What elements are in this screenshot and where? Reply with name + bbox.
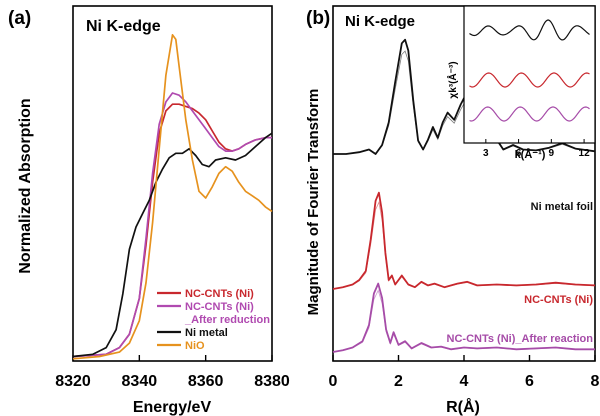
panel-a-xlabel: Energy/eV — [133, 399, 212, 416]
legend-label: NiO — [185, 340, 205, 352]
legend-entry-nc-cnts-ni: NC-CNTs (Ni) — [157, 288, 254, 300]
inset-x-tick-label: 3 — [483, 148, 489, 159]
panel-b-x-tick-label: 2 — [394, 373, 403, 390]
legend-label: NC-CNTs (Ni) — [185, 288, 254, 300]
panel-b-x-tick-label: 0 — [329, 373, 338, 390]
panel-b-ylabel: Magnitude of Fourier Transform — [305, 89, 322, 316]
panel-a-series-line-nio — [72, 34, 273, 360]
panel-b-curve-label-ni-metal-foil: Ni metal foil — [531, 201, 593, 213]
legend-entry-nc-cnts-ni-after-reduction: NC-CNTs (Ni)_After reduction — [157, 301, 270, 326]
panel-a-series — [72, 34, 273, 360]
panel-a-x-tick-label: 8360 — [188, 373, 224, 390]
inset-x-ticks: 3 6 9 12 — [483, 139, 590, 159]
panel-b-label: (b) — [306, 8, 330, 29]
panel-a-label: (a) — [8, 8, 31, 29]
panel-b-curve-labels: Ni metal foil NC-CNTs (Ni) NC-CNTs (Ni)_Af… — [447, 201, 594, 345]
inset-curve-nc-cnts-ni — [469, 72, 590, 88]
panel-b-series — [332, 38, 596, 353]
panel-b-x-ticks: 0 2 4 6 8 — [329, 355, 600, 390]
inset-ylabel: χk³(Å⁻³) — [446, 61, 459, 98]
panel-b-series-line-ni-metal-foil — [333, 38, 596, 155]
inset-x-tick-label: 9 — [549, 148, 555, 159]
panel-a-x-tick-label: 8320 — [55, 373, 91, 390]
panel-a-ylabel: Normalized Absorption — [17, 98, 34, 273]
panel-a-x-tick-label: 8340 — [122, 373, 158, 390]
panel-a-legend: NC-CNTs (Ni)NC-CNTs (Ni)_After reduction… — [157, 288, 270, 352]
inset-x-tick-label: 6 — [516, 148, 522, 159]
inset-curves — [469, 19, 590, 122]
panel-b-annotation: Ni K-edge — [345, 13, 415, 30]
panel-a-annotation: Ni K-edge — [86, 18, 161, 35]
inset-x-tick-label: 12 — [579, 148, 591, 159]
panel-a-x-tick-label: 8380 — [254, 373, 290, 390]
legend-label: Ni metal — [185, 327, 228, 339]
panel-b-x-tick-label: 4 — [460, 373, 469, 390]
panel-b: (b) Ni K-edge Magnitude of Fourier Trans… — [305, 5, 600, 416]
inset-curve-nc-cnts-ni-after-reaction — [469, 106, 590, 122]
legend-entry-nio: NiO — [157, 340, 205, 352]
panel-a-frame — [72, 5, 273, 362]
legend-entry-ni-metal: Ni metal — [157, 327, 228, 339]
legend-label: NC-CNTs (Ni) — [185, 301, 254, 313]
panel-b-curve-label-nc-cnts-ni-after-reaction: NC-CNTs (Ni)_After reaction — [447, 333, 594, 345]
panel-b-fit-line-nc-cnts-ni — [332, 200, 596, 290]
inset-curve-ni-metal-foil — [469, 19, 590, 41]
panel-b-curve-label-nc-cnts-ni: NC-CNTs (Ni) — [524, 294, 593, 306]
panel-b-fit-line-nc-cnts-ni-after-reaction — [332, 289, 595, 353]
panel-a-series-line-nc-cnts-ni-after-reduction — [72, 92, 272, 358]
panel-b-x-tick-label: 8 — [591, 373, 600, 390]
panel-b-xlabel: R(Å) — [446, 397, 480, 416]
panel-a-x-ticks: 8320 8340 8360 8380 — [55, 355, 290, 390]
panel-a-series-line-ni-metal — [72, 132, 273, 358]
panel-b-inset: χk³(Å⁻³) k(Å⁻¹) 3 6 9 12 — [446, 5, 596, 161]
legend-label: _After reduction — [184, 314, 270, 326]
panel-b-fit-line-ni-metal-foil — [333, 50, 596, 155]
panel-b-x-tick-label: 6 — [525, 373, 534, 390]
inset-xlabel: k(Å⁻¹) — [515, 148, 546, 161]
panel-a: (a) Ni K-edge Normalized Absorption Ener… — [8, 5, 290, 416]
